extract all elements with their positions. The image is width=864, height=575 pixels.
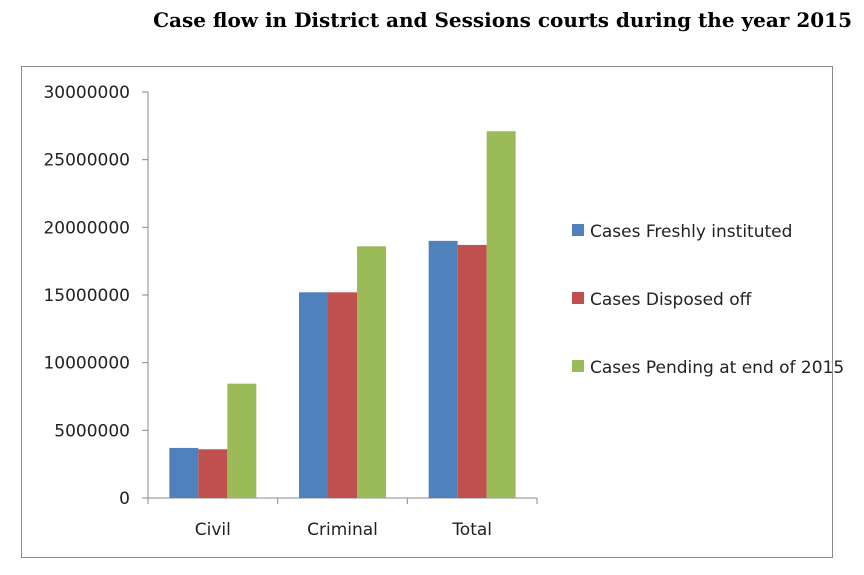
y-tick-label: 5000000 <box>54 421 130 441</box>
legend-swatch <box>572 224 584 236</box>
y-tick-label: 25000000 <box>43 151 130 171</box>
legend-swatch <box>572 292 584 304</box>
legend-swatch <box>572 360 584 372</box>
bar-civil-2 <box>227 383 257 498</box>
chart-frame <box>21 66 833 558</box>
bar-criminal-2 <box>357 246 386 498</box>
y-tick-label: 15000000 <box>43 286 130 306</box>
bar-total-1 <box>457 244 487 498</box>
x-category-label: Criminal <box>307 520 378 540</box>
bar-criminal-1 <box>328 292 357 498</box>
y-tick-label: 20000000 <box>43 218 130 238</box>
bar-total-0 <box>428 240 458 498</box>
bar-civil-1 <box>198 449 228 498</box>
bar-criminal-0 <box>299 292 328 498</box>
bar-total-2 <box>486 131 516 498</box>
bar-civil-0 <box>169 447 199 498</box>
legend-label: Cases Disposed off <box>590 290 753 310</box>
chart-title: Case flow in District and Sessions court… <box>153 8 852 32</box>
y-tick-label: 10000000 <box>43 354 130 374</box>
x-category-label: Total <box>451 520 492 540</box>
y-tick-label: 0 <box>119 489 130 509</box>
legend-label: Cases Freshly instituted <box>590 222 792 242</box>
x-category-label: Civil <box>195 520 231 540</box>
y-tick-label: 30000000 <box>43 83 130 103</box>
legend-label: Cases Pending at end of 2015 <box>590 358 844 378</box>
